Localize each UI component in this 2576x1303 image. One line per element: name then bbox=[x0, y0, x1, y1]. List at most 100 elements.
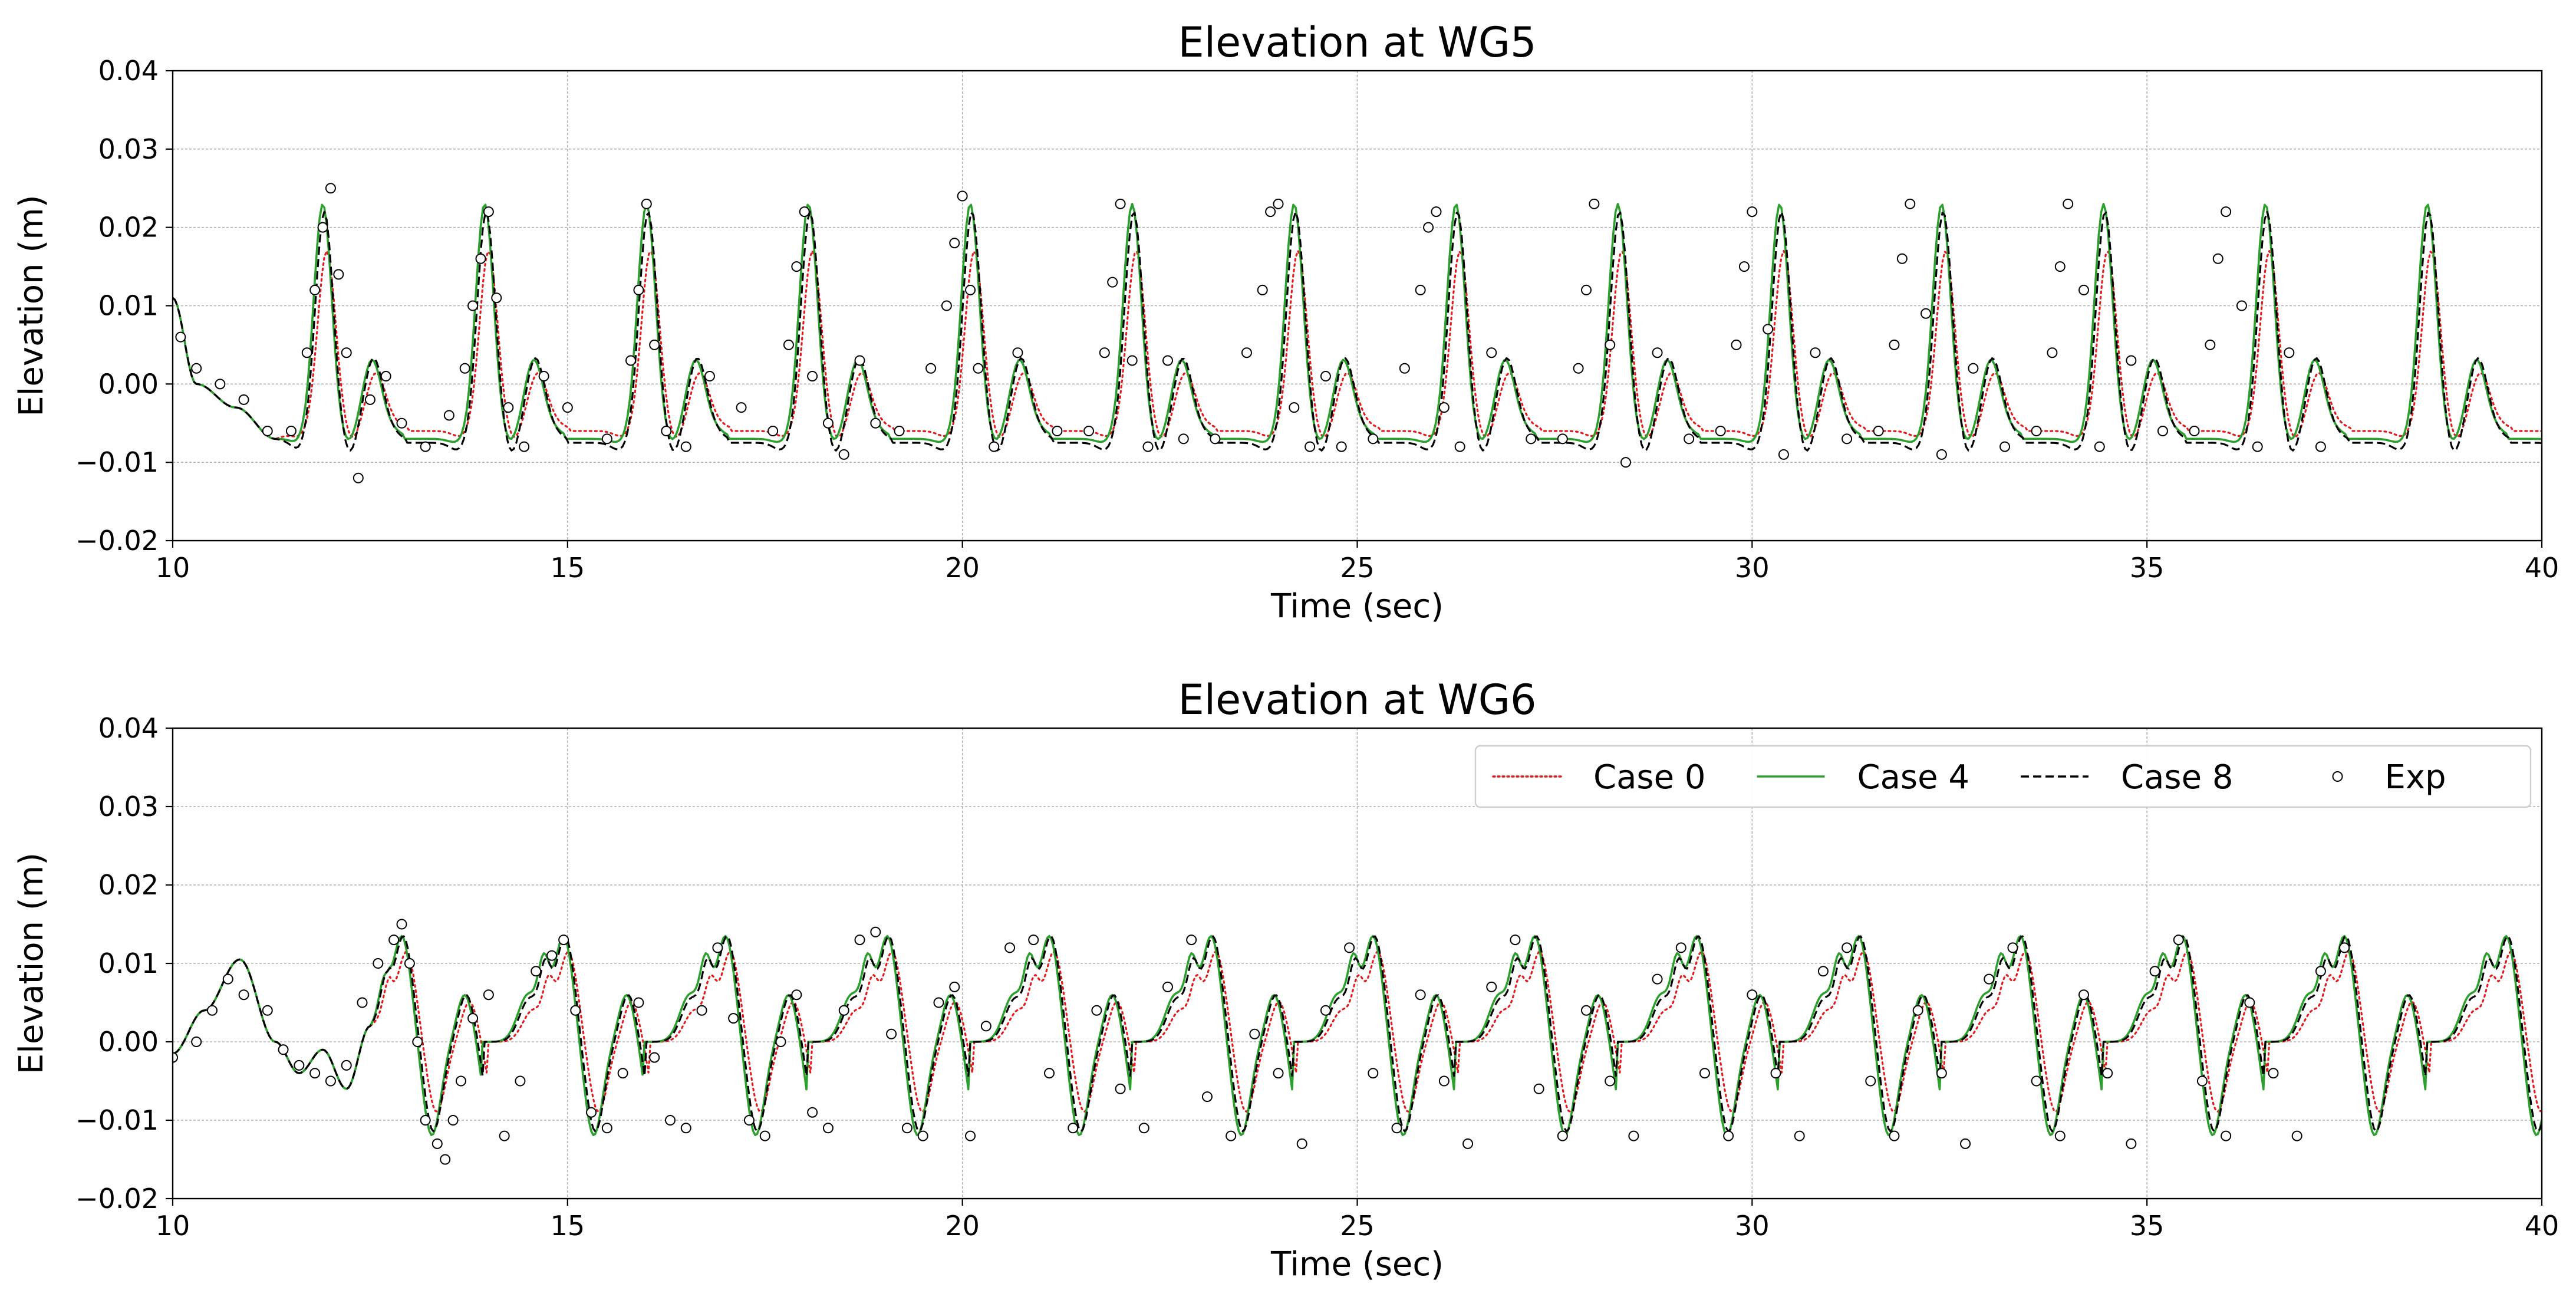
exp-point bbox=[1533, 1083, 1544, 1094]
exp-point bbox=[191, 363, 202, 374]
exp-point bbox=[649, 1052, 660, 1063]
exp-point bbox=[309, 1068, 321, 1079]
chart-wg5: 10 15 20 25 30 35 40 −0.02 −0.01 0.00 0.01 0.02 0.03… bbox=[12, 18, 2559, 626]
exp-point bbox=[325, 183, 336, 194]
exp-point bbox=[2157, 426, 2168, 437]
exp-point bbox=[1652, 973, 1663, 985]
x-tick-label: 10 bbox=[156, 1210, 190, 1242]
exp-point bbox=[791, 989, 802, 1001]
exp-point bbox=[1968, 363, 1979, 374]
exp-point bbox=[1249, 1028, 1260, 1039]
exp-point bbox=[1320, 1005, 1331, 1016]
exp-markers bbox=[175, 183, 2326, 483]
exp-point bbox=[1273, 1068, 1284, 1079]
exp-point bbox=[1142, 441, 1154, 452]
exp-point bbox=[562, 402, 573, 413]
exp-point bbox=[206, 1005, 218, 1016]
exp-point bbox=[767, 426, 779, 437]
exp-point bbox=[1257, 284, 1268, 295]
exp-point bbox=[222, 973, 233, 985]
exp-point bbox=[838, 1005, 849, 1016]
y-axis-label: Elevation (m) bbox=[12, 853, 51, 1074]
exp-point bbox=[420, 1115, 431, 1126]
exp-point bbox=[886, 1028, 897, 1039]
chart-wg6: 10 15 20 25 30 35 40 −0.02 −0.01 0.00 0.01 0.02 0.03… bbox=[12, 676, 2559, 1284]
exp-point bbox=[1320, 371, 1331, 382]
exp-point bbox=[1573, 363, 1584, 374]
exp-point bbox=[1415, 284, 1426, 295]
series-line-case-8 bbox=[173, 935, 2542, 1133]
exp-point bbox=[2205, 339, 2216, 350]
exp-point bbox=[1557, 433, 1568, 445]
exp-point bbox=[2078, 989, 2089, 1001]
exp-point bbox=[1028, 935, 1039, 946]
exp-point bbox=[1068, 1123, 1079, 1134]
exp-point bbox=[285, 426, 297, 437]
exp-point bbox=[373, 958, 384, 969]
exp-point bbox=[1747, 206, 1758, 218]
plot-area bbox=[173, 183, 2542, 483]
exp-point bbox=[475, 253, 486, 264]
x-axis-label: Time (sec) bbox=[1270, 1245, 1444, 1284]
exp-point bbox=[1905, 198, 1916, 209]
exp-point bbox=[2339, 942, 2350, 953]
exp-point bbox=[704, 371, 715, 382]
exp-point bbox=[1984, 973, 1995, 985]
exp-point bbox=[783, 339, 794, 350]
exp-point bbox=[1138, 1123, 1149, 1134]
x-tick-label: 10 bbox=[156, 552, 190, 584]
legend-box bbox=[1474, 745, 2532, 808]
exp-point bbox=[531, 966, 542, 977]
exp-point bbox=[791, 261, 802, 272]
exp-point bbox=[1581, 284, 1592, 295]
exp-point bbox=[1486, 981, 1497, 992]
exp-point bbox=[238, 989, 249, 1001]
y-tick-label: 0.02 bbox=[98, 869, 159, 901]
exp-point bbox=[1162, 981, 1173, 992]
exp-point bbox=[799, 206, 810, 218]
exp-point bbox=[1794, 1130, 1805, 1141]
exp-point bbox=[440, 1154, 451, 1165]
exp-point bbox=[680, 1123, 691, 1134]
exp-point bbox=[1747, 989, 1758, 1001]
exp-point bbox=[925, 363, 937, 374]
y-tick-label: −0.01 bbox=[75, 446, 159, 478]
legend-label: Case 8 bbox=[2121, 758, 2233, 797]
exp-point bbox=[973, 363, 984, 374]
exp-point bbox=[807, 1107, 818, 1118]
exp-point bbox=[1454, 441, 1465, 452]
exp-point bbox=[396, 417, 407, 429]
exp-point bbox=[1438, 402, 1450, 413]
exp-point bbox=[1178, 433, 1189, 445]
y-tick-label: 0.03 bbox=[98, 791, 159, 822]
y-tick-label: −0.02 bbox=[75, 1183, 159, 1215]
exp-point bbox=[917, 1130, 928, 1141]
exp-point bbox=[1723, 1130, 1734, 1141]
exp-point bbox=[1344, 942, 1355, 953]
legend-entry: Exp bbox=[2332, 758, 2446, 797]
exp-point bbox=[743, 1115, 755, 1126]
exp-point bbox=[1628, 1130, 1639, 1141]
exp-point bbox=[2291, 1130, 2302, 1141]
exp-point bbox=[1126, 355, 1138, 366]
exp-point bbox=[625, 355, 637, 366]
x-tick-label: 15 bbox=[551, 1210, 585, 1242]
exp-point bbox=[1921, 308, 1932, 319]
y-tick-label: 0.04 bbox=[98, 712, 159, 744]
exp-point bbox=[1186, 935, 1197, 946]
exp-point bbox=[503, 402, 514, 413]
exp-point bbox=[1305, 441, 1316, 452]
exp-point bbox=[325, 1075, 336, 1087]
exp-point bbox=[1873, 426, 1884, 437]
exp-point bbox=[712, 942, 723, 953]
exp-point bbox=[1684, 433, 1695, 445]
exp-point bbox=[1423, 222, 1434, 233]
exp-point bbox=[455, 1075, 466, 1087]
exp-point bbox=[1999, 441, 2011, 452]
exp-point bbox=[2007, 942, 2018, 953]
exp-point bbox=[357, 997, 368, 1008]
exp-point bbox=[1675, 942, 1686, 953]
exp-point bbox=[1581, 1005, 1592, 1016]
